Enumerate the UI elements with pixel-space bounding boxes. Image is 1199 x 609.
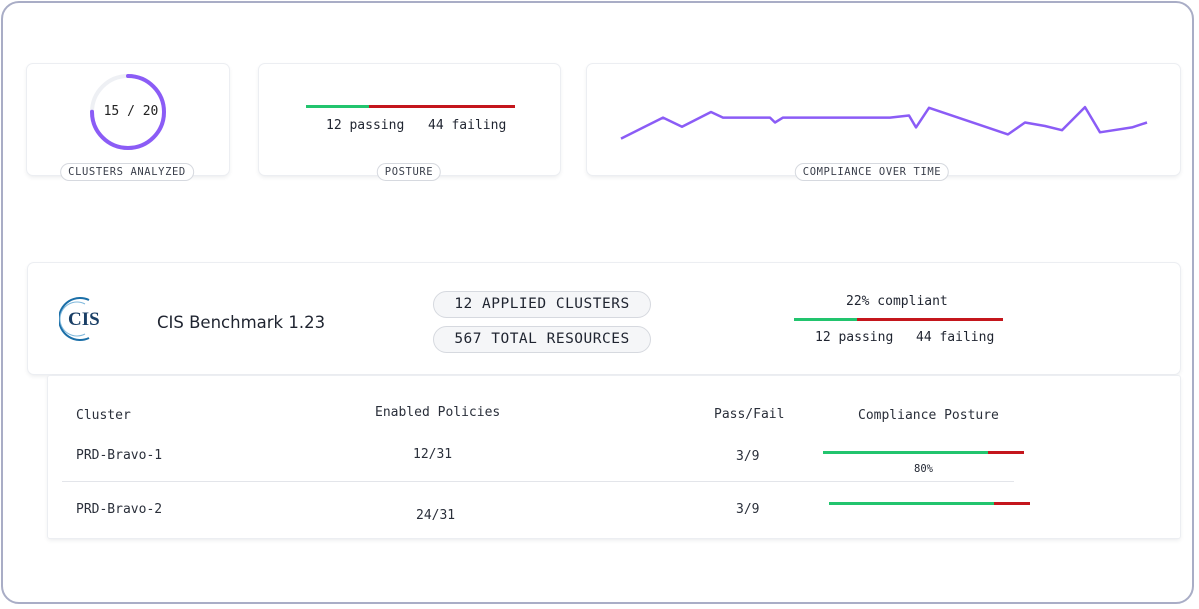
- posture-bar-failing: [369, 105, 515, 108]
- clusters-analyzed-card[interactable]: 15 / 20 CLUSTERS ANALYZED: [27, 64, 229, 181]
- total-resources-tag: 567 TOTAL RESOURCES: [433, 326, 651, 353]
- clusters-analyzed-label: CLUSTERS ANALYZED: [60, 163, 194, 181]
- compliant-percent: 22% compliant: [846, 294, 948, 309]
- compliance-series-line: [620, 105, 1148, 140]
- row-divider: [62, 481, 1014, 482]
- row-1-posture-failing: [988, 451, 1024, 454]
- row-1-posture-passing: [823, 451, 988, 454]
- compliance-over-time-label: COMPLIANCE OVER TIME: [794, 163, 950, 181]
- posture-card[interactable]: 12 passing 44 failing POSTURE: [259, 64, 560, 181]
- header-compliance-posture[interactable]: Compliance Posture: [858, 408, 999, 423]
- benchmark-passing-text: 12 passing: [815, 330, 894, 345]
- row-2-pass-fail: 3/9: [736, 502, 760, 517]
- header-enabled-policies[interactable]: Enabled Policies: [375, 405, 501, 420]
- benchmark-bar-passing: [794, 318, 857, 321]
- benchmark-failing-text: 44 failing: [916, 330, 995, 345]
- cis-logo: CIS: [59, 296, 105, 342]
- row-1-posture-percent: 80%: [914, 463, 933, 475]
- posture-label: POSTURE: [376, 163, 442, 181]
- header-pass-fail[interactable]: Pass/Fail: [714, 407, 785, 422]
- row-2-posture-failing: [994, 502, 1030, 505]
- clusters-count: 15 / 20: [103, 104, 159, 119]
- cis-logo-mark: [59, 297, 90, 341]
- benchmark-bar-failing: [857, 318, 1003, 321]
- row-1-pass-fail: 3/9: [736, 449, 760, 464]
- cis-logo-text: CIS: [68, 309, 100, 330]
- compliance-line-chart: [620, 105, 1148, 140]
- row-2-enabled-policies: 24/31: [416, 508, 456, 523]
- row-1-enabled-policies: 12/31: [413, 447, 453, 462]
- row-1-cluster[interactable]: PRD-Bravo-1: [76, 448, 163, 463]
- clusters-gauge: [90, 74, 166, 150]
- clusters-gauge-arc: [90, 74, 166, 150]
- applied-clusters-tag: 12 APPLIED CLUSTERS: [433, 291, 651, 318]
- posture-failing-text: 44 failing: [428, 118, 507, 133]
- clusters-table: Cluster Enabled Policies Pass/Fail Compl…: [48, 376, 1180, 538]
- row-2-cluster[interactable]: PRD-Bravo-2: [76, 502, 163, 517]
- posture-passing-text: 12 passing: [326, 118, 405, 133]
- posture-bar-passing: [306, 105, 369, 108]
- row-2-posture-passing: [829, 502, 994, 505]
- benchmark-card[interactable]: CIS CIS Benchmark 1.23 12 APPLIED CLUSTE…: [28, 263, 1180, 374]
- benchmark-name: CIS Benchmark 1.23: [157, 313, 326, 332]
- header-cluster[interactable]: Cluster: [76, 408, 131, 423]
- compliance-over-time-card[interactable]: COMPLIANCE OVER TIME: [587, 64, 1180, 181]
